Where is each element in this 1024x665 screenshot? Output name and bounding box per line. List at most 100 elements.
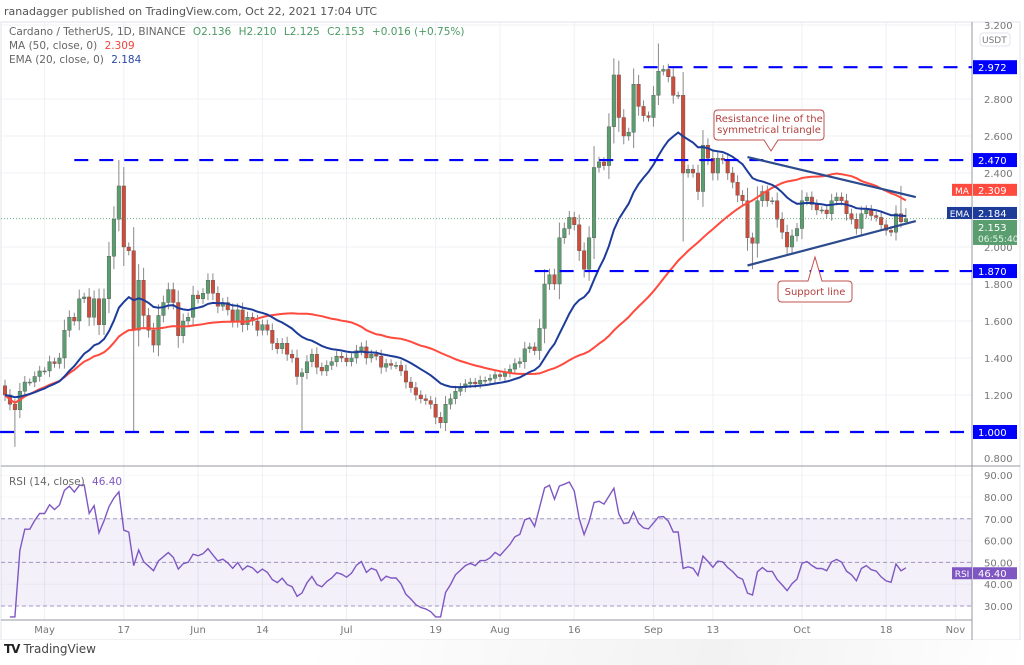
candle[interactable] (631, 68, 636, 149)
candle[interactable] (161, 295, 166, 323)
candle[interactable] (616, 60, 621, 132)
footer-brand[interactable]: 𝗧𝗩 TradingView (4, 642, 96, 656)
candle[interactable] (438, 412, 443, 429)
candle[interactable] (27, 378, 32, 386)
candle[interactable] (295, 349, 300, 385)
candle[interactable] (770, 197, 775, 205)
candle[interactable] (740, 190, 745, 206)
candle[interactable] (280, 338, 285, 354)
candle[interactable] (710, 150, 715, 181)
candle[interactable] (136, 264, 141, 347)
candle[interactable] (582, 242, 587, 278)
candle[interactable] (52, 357, 57, 368)
candle[interactable] (225, 296, 230, 316)
candle[interactable] (656, 43, 661, 106)
candle[interactable] (186, 312, 191, 326)
candle[interactable] (423, 394, 428, 405)
candle[interactable] (567, 210, 572, 235)
candle[interactable] (592, 146, 597, 260)
candle[interactable] (522, 341, 527, 369)
candle[interactable] (106, 241, 111, 314)
candle[interactable] (126, 242, 131, 256)
candle[interactable] (156, 304, 161, 357)
candle[interactable] (864, 205, 869, 219)
ema20-line[interactable] (4, 131, 906, 399)
candle[interactable] (285, 336, 290, 361)
candle[interactable] (517, 357, 522, 368)
candle[interactable] (403, 364, 408, 389)
candle[interactable] (879, 211, 884, 231)
candle[interactable] (82, 292, 87, 303)
candle[interactable] (418, 390, 423, 404)
candle[interactable] (552, 268, 557, 291)
ma-legend[interactable]: MA (50, close, 0) 2.309 (9, 40, 139, 52)
candle[interactable] (300, 368, 305, 431)
candle[interactable] (329, 357, 334, 371)
candle[interactable] (42, 367, 47, 375)
candle[interactable] (349, 353, 354, 367)
candle[interactable] (597, 156, 602, 173)
candle[interactable] (903, 208, 908, 224)
candle[interactable] (661, 65, 666, 76)
candle[interactable] (646, 111, 651, 122)
candle[interactable] (626, 127, 631, 141)
candle[interactable] (309, 348, 314, 368)
candle[interactable] (334, 351, 339, 367)
candle[interactable] (542, 269, 547, 344)
candle[interactable] (859, 206, 864, 236)
candle[interactable] (62, 319, 67, 369)
candle[interactable] (22, 376, 27, 398)
candle[interactable] (894, 205, 899, 241)
candle[interactable] (745, 187, 750, 251)
resistance-trendline[interactable] (747, 156, 917, 199)
candle[interactable] (453, 385, 458, 405)
candle[interactable] (413, 382, 418, 401)
candle[interactable] (77, 289, 82, 331)
candle[interactable] (191, 285, 196, 327)
candle[interactable] (428, 395, 433, 409)
candle[interactable] (146, 308, 151, 338)
candle[interactable] (275, 338, 280, 354)
candle[interactable] (562, 222, 567, 244)
candle[interactable] (399, 360, 404, 377)
candle[interactable] (547, 268, 552, 291)
candle[interactable] (636, 74, 641, 116)
candle[interactable] (686, 164, 691, 178)
candle[interactable] (270, 323, 275, 351)
candle[interactable] (488, 374, 493, 385)
candle[interactable] (32, 371, 37, 388)
candle[interactable] (676, 91, 681, 99)
support-trendline[interactable] (747, 220, 917, 267)
candle[interactable] (572, 211, 577, 231)
candle[interactable] (67, 310, 72, 338)
candle[interactable] (735, 175, 740, 203)
candle[interactable] (215, 286, 220, 314)
candle[interactable] (691, 164, 696, 178)
candle[interactable] (319, 362, 324, 376)
candle[interactable] (181, 313, 186, 344)
candle[interactable] (532, 342, 537, 356)
candle[interactable] (809, 191, 814, 211)
candle[interactable] (111, 206, 116, 270)
candle[interactable] (92, 290, 97, 326)
candle[interactable] (344, 353, 349, 367)
candle[interactable] (849, 208, 854, 225)
candle[interactable] (824, 205, 829, 219)
candle[interactable] (577, 214, 582, 261)
candle[interactable] (72, 312, 77, 326)
candle[interactable] (799, 190, 804, 240)
rsi-line[interactable] (9, 481, 907, 618)
candle[interactable] (394, 361, 399, 370)
candle[interactable] (205, 273, 210, 301)
candle[interactable] (260, 319, 265, 336)
candle[interactable] (715, 150, 720, 181)
candle[interactable] (795, 222, 800, 242)
candle[interactable] (304, 355, 309, 380)
rsi-legend[interactable]: RSI (14, close) 46.40 (9, 476, 126, 488)
candle[interactable] (116, 160, 121, 232)
candle[interactable] (641, 100, 646, 122)
candle[interactable] (775, 192, 780, 228)
candle[interactable] (696, 164, 701, 200)
candle[interactable] (557, 222, 562, 300)
